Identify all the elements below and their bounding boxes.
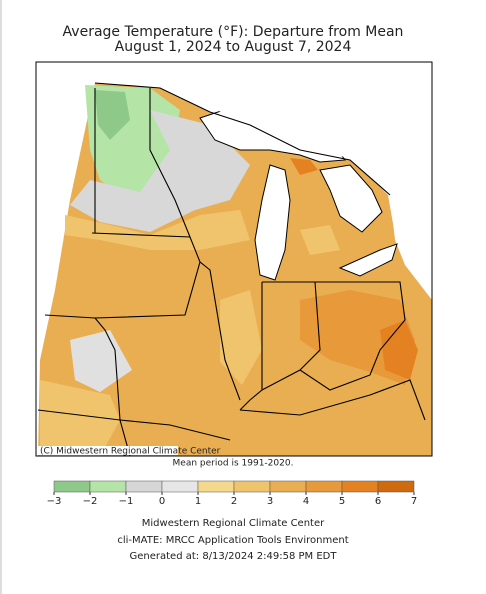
- legend-bin: [197, 480, 235, 493]
- map-frame: [35, 61, 433, 457]
- mild-region: [65, 210, 250, 250]
- lake: [319, 164, 383, 233]
- state-line: [149, 88, 191, 238]
- legend-tick-label: 1: [195, 496, 201, 507]
- state-line: [37, 409, 231, 441]
- legend-bin: [341, 480, 379, 493]
- cool-region: [95, 90, 130, 140]
- legend-bin: [233, 480, 271, 493]
- hot-region: [290, 158, 318, 175]
- state-line: [261, 281, 321, 391]
- footer-line: Generated at: 8/13/2024 2:49:58 PM EDT: [130, 551, 338, 562]
- title-line2: August 1, 2024 to August 7, 2024: [115, 39, 352, 55]
- color-legend: −3 −2 −1 0 1 2 3 4 5 6 7: [47, 480, 417, 507]
- legend-bin: [269, 480, 307, 493]
- legend-bin: [161, 480, 199, 493]
- legend-tick-label: −1: [119, 496, 134, 507]
- footer-line: Midwestern Regional Climate Center: [142, 518, 325, 529]
- border: [94, 82, 391, 196]
- legend-tick-label: 2: [231, 496, 237, 507]
- legend-bin: [89, 480, 127, 493]
- mild-region: [300, 225, 340, 255]
- state-line: [239, 282, 263, 411]
- legend-tick-label: 4: [303, 496, 309, 507]
- state-line: [299, 281, 406, 391]
- copyright: (C) Midwestern Regional Climate Center: [40, 447, 221, 457]
- hot-region: [380, 320, 418, 380]
- legend-tick-label: 3: [267, 496, 273, 507]
- footer-line: cli-MATE: MRCC Application Tools Environ…: [117, 535, 348, 546]
- legend-tick-label: 0: [159, 496, 165, 507]
- mean-period-note: Mean period is 1991-2020.: [173, 459, 294, 469]
- legend-tick-label: −2: [83, 496, 98, 507]
- legend-bin: [377, 480, 415, 493]
- state-line: [239, 379, 426, 421]
- legend-bin: [53, 480, 91, 493]
- copyright-box: [38, 446, 178, 455]
- legend-bin: [305, 480, 343, 493]
- state-line: [44, 261, 241, 401]
- legend-tick-label: 6: [375, 496, 381, 507]
- legend-bin: [125, 480, 163, 493]
- lake: [254, 164, 291, 281]
- state-line: [94, 317, 131, 456]
- lake: [338, 243, 398, 277]
- legend-tick-label: 5: [339, 496, 345, 507]
- mild-region: [220, 290, 262, 385]
- map: (C) Midwestern Regional Climate Center: [35, 61, 433, 457]
- canada: [160, 70, 432, 290]
- title-line1: Average Temperature (°F): Departure from…: [63, 24, 404, 40]
- legend-tick-label: 7: [411, 496, 417, 507]
- legend-tick-label: −3: [47, 496, 62, 507]
- mild-region: [40, 380, 120, 456]
